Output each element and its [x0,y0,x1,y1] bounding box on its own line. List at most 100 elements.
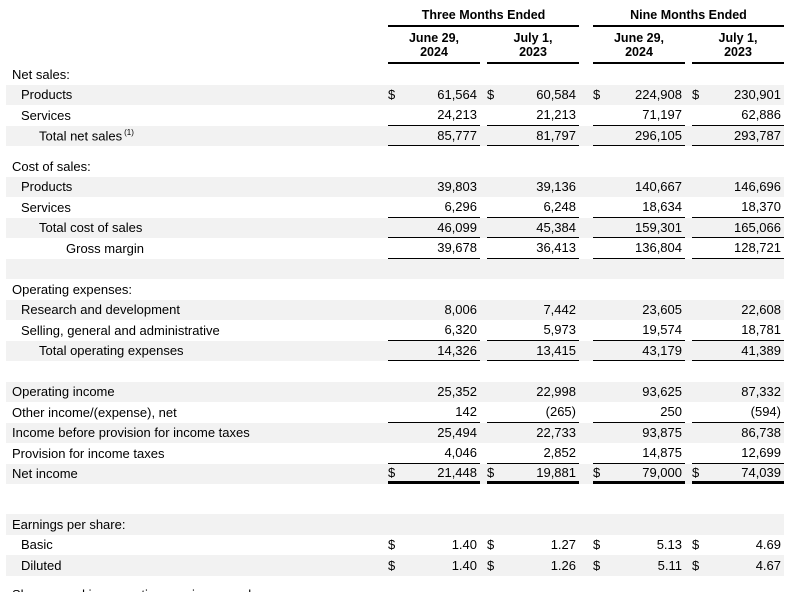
cell-value: 1.26 [550,557,576,573]
cell-value: 18,781 [741,322,781,338]
dollar-sign: $ [388,464,396,480]
table-row: Basic $1.40 $1.27 $5.13 $4.69 [6,535,784,556]
row-label: Products [21,179,73,195]
table-row: Total net sales (1) 85,777 81,797 296,105 293… [6,125,784,146]
value-group: 19,574 [593,320,685,341]
cell-value: 293,787 [734,127,781,143]
cell-value: (594) [750,404,781,420]
value-group: $74,039 [692,464,784,484]
value-group: $224,908 [593,85,685,106]
spacer-row [6,361,784,382]
cell-value: 1.40 [451,557,477,573]
value-group: 6,296 [388,197,480,218]
value-group: 85,777 [388,126,480,146]
table-row: Gross margin 39,678 36,413 136,804 128,721 [6,238,784,259]
dollar-sign: $ [388,557,396,573]
table-row: Provision for income taxes 4,046 2,852 14,8… [6,443,784,464]
cell-value: 6,296 [444,199,477,215]
dollar-sign: $ [487,464,495,480]
row-label: Net income [12,466,78,482]
table-header: Three Months Ended Nine Months Ended Jun… [6,0,784,64]
value-group [388,279,480,300]
value-group: (265) [487,402,579,423]
cell-value: 7,442 [543,302,576,318]
cell-value: 5,973 [543,322,576,338]
cell-value: 5.11 [657,557,682,573]
cell-value: 22,608 [741,302,781,318]
value-group: 12,699 [692,443,784,464]
value-group [593,64,685,85]
table-row: Total operating expenses 14,326 13,415 43,1… [6,340,784,361]
value-group: $1.27 [487,535,579,556]
value-group: 71,197 [593,105,685,126]
value-group: 140,667 [593,177,685,198]
value-group: 6,248 [487,197,579,218]
dollar-sign: $ [487,87,495,103]
table-row: Earnings per share: [6,514,784,535]
table-row: Operating expenses: [6,279,784,300]
table-row: Selling, general and administrative 6,320… [6,320,784,341]
value-group: 93,875 [593,423,685,444]
row-label: Services [21,107,71,123]
dollar-sign: $ [388,87,396,103]
cell-value: 140,667 [635,179,682,195]
cell-value: 18,370 [741,199,781,215]
cell-value: 136,804 [635,240,682,256]
value-group: $1.40 [388,535,480,556]
period-gap [579,8,593,27]
cell-value: 93,875 [642,425,682,441]
value-group [388,156,480,177]
value-group: 136,804 [593,238,685,259]
value-group: $5.11 [593,555,685,576]
cell-value: 159,301 [635,219,682,235]
row-label: Operating income [12,384,115,400]
value-group: $4.69 [692,535,784,556]
dollar-sign: $ [692,557,700,573]
cell-value: 142 [455,404,477,420]
value-group: 39,678 [388,238,480,259]
cell-value: 6,248 [543,199,576,215]
cell-value: 39,803 [437,179,477,195]
value-group: 7,442 [487,300,579,321]
value-group [388,64,480,85]
value-group: 25,494 [388,423,480,444]
value-group: $61,564 [388,85,480,106]
period-header-nine-months: Nine Months Ended [593,8,784,27]
table-body: Net sales: Products $61,564 $60,584 $224,908… [6,64,784,592]
value-group: 146,696 [692,177,784,198]
value-group: 22,608 [692,300,784,321]
cell-value: 165,066 [734,219,781,235]
row-label: Gross margin [66,240,145,256]
row-label: Net sales: [12,66,70,82]
row-label: Services [21,199,71,215]
table-row: Net income $21,448 $19,881 $79,000 $74,039 [6,463,784,484]
cell-value: 71,197 [642,107,682,123]
cell-value: 14,326 [437,342,477,358]
cell-value: 14,875 [642,445,682,461]
table-row: Net sales: [6,64,784,85]
cell-value: 5.13 [656,537,682,553]
cell-value: 4.67 [755,557,781,573]
value-group [593,279,685,300]
value-group: 293,787 [692,126,784,146]
value-group: 45,384 [487,218,579,238]
value-group: 296,105 [593,126,685,146]
value-group [692,514,784,535]
cell-value: 21,448 [437,464,477,480]
dollar-sign: $ [593,464,601,480]
value-group [692,64,784,85]
row-label: Diluted [21,557,62,573]
value-group: 93,625 [593,382,685,403]
cell-value: 230,901 [734,87,781,103]
value-group: 23,605 [593,300,685,321]
column-header-q-2023: July 1, 2023 [487,31,579,64]
cell-value: 8,006 [444,302,477,318]
value-group [692,279,784,300]
value-group: 4,046 [388,443,480,464]
cell-value: 25,352 [437,384,477,400]
cell-value: 39,678 [437,240,477,256]
table-row: Services 6,296 6,248 18,634 18,370 [6,197,784,218]
value-group [487,64,579,85]
value-group: 13,415 [487,341,579,361]
value-group [388,514,480,535]
